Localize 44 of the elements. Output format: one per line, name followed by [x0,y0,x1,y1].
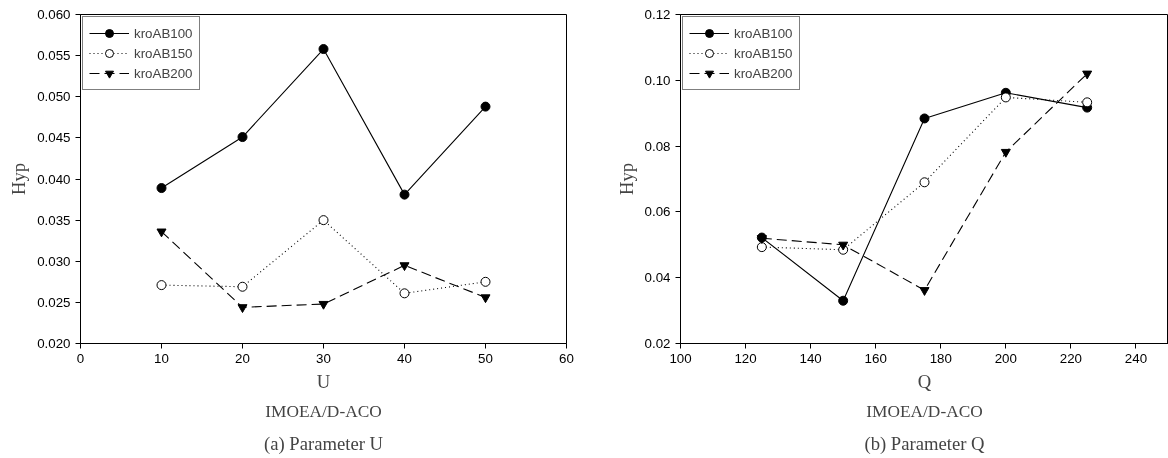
x-tick-label: 60 [559,350,574,366]
x-tick-label: 200 [994,350,1017,366]
legend-label: kroAB150 [734,44,793,63]
x-tick-label: 120 [734,350,757,366]
y-axis-title: Hyp [8,162,30,196]
y-tick-label: 0.08 [644,138,671,154]
x-tick-label: 30 [316,350,331,366]
y-tick-label: 0.025 [37,294,71,310]
legend-label: kroAB200 [734,64,793,83]
x-tick-label: 20 [235,350,250,366]
x-tick-label: 180 [929,350,952,366]
x-tick-label: 140 [799,350,822,366]
x-axis-title: U [316,370,331,392]
legend-label: kroAB100 [734,24,793,43]
x-tick-label: 40 [397,350,412,366]
text: (b) Parameter Q [864,432,986,455]
y-tick-label: 0.02 [644,336,671,351]
y-tick-label: 0.055 [37,48,71,64]
x-tick-label: 100 [669,350,692,366]
y-tick-label: 0.10 [644,72,671,88]
x-tick-label: 160 [864,350,887,366]
text: (a) Parameter U [263,432,384,455]
y-tick-label: 0.035 [37,212,71,228]
x-tick-label: 50 [478,350,493,366]
x-tick-label: 10 [154,350,169,366]
x-tick-label: 220 [1059,350,1083,366]
y-tick-label: 0.050 [37,89,71,105]
x-axis-title: Q [917,370,932,392]
y-tick-label: 0.040 [37,171,71,187]
legend-label: kroAB200 [134,64,193,83]
text: IMOEA/D-ACO [866,401,983,421]
y-tick-label: 0.060 [37,7,71,22]
y-tick-label: 0.030 [37,253,71,269]
legend-label: kroAB100 [134,24,193,43]
x-tick-label: 0 [76,350,85,366]
text: IMOEA/D-ACO [265,401,382,421]
y-tick-label: 0.045 [37,130,71,146]
legend-label: kroAB150 [134,44,193,63]
y-tick-label: 0.06 [644,204,671,220]
y-axis-title: Hyp [615,162,637,196]
y-tick-label: 0.04 [644,270,672,286]
y-tick-label: 0.12 [644,7,671,22]
y-tick-label: 0.020 [37,336,71,351]
x-tick-label: 240 [1124,350,1148,366]
